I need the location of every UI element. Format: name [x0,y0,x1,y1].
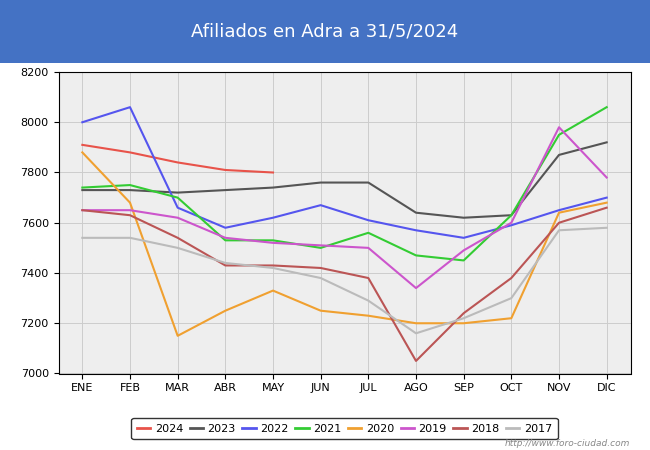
Legend: 2024, 2023, 2022, 2021, 2020, 2019, 2018, 2017: 2024, 2023, 2022, 2021, 2020, 2019, 2018… [131,418,558,439]
Text: Afiliados en Adra a 31/5/2024: Afiliados en Adra a 31/5/2024 [191,22,459,40]
Text: http://www.foro-ciudad.com: http://www.foro-ciudad.com [505,439,630,448]
